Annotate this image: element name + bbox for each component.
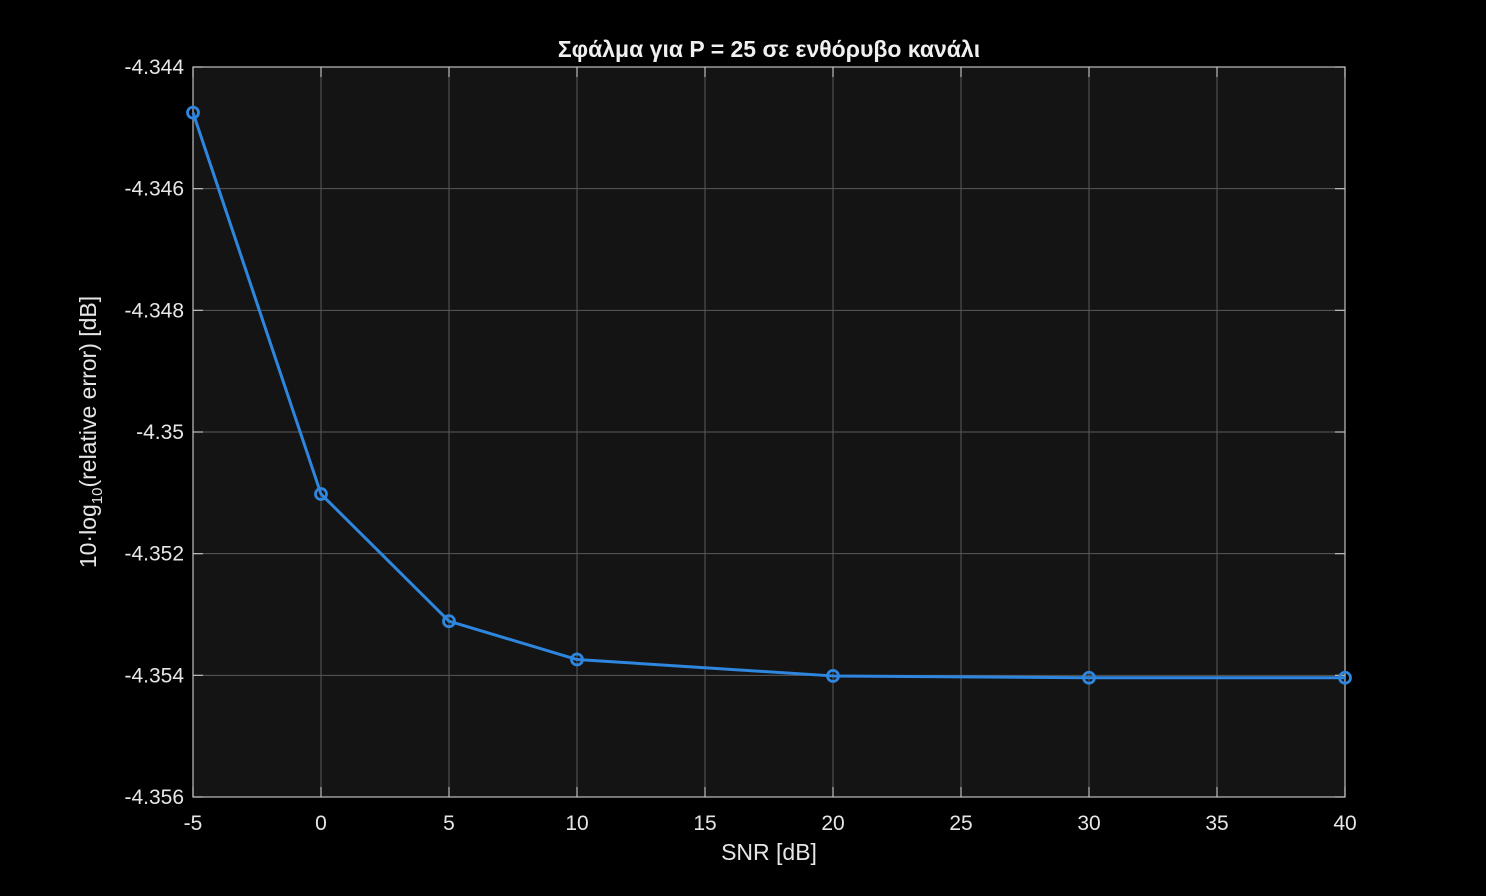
x-axis-label: SNR [dB] bbox=[721, 839, 817, 865]
y-axis-label-prefix: 10·log bbox=[75, 504, 101, 568]
x-tick-label: 5 bbox=[443, 812, 455, 835]
y-tick-label: -4.356 bbox=[124, 786, 184, 809]
y-tick-label: -4.348 bbox=[124, 299, 184, 322]
data-point bbox=[1338, 670, 1352, 685]
x-tick-label: 35 bbox=[1205, 812, 1228, 835]
data-point bbox=[570, 652, 584, 667]
data-point bbox=[1082, 670, 1096, 685]
series-layer bbox=[186, 105, 1352, 685]
y-tick-label: -4.35 bbox=[136, 421, 184, 444]
x-tick-label: -5 bbox=[184, 812, 203, 835]
data-point bbox=[186, 105, 200, 120]
x-tick-label: 0 bbox=[315, 812, 327, 835]
y-tick-labels: -4.344 -4.346 -4.348 -4.35 -4.352 -4.354 -4.35… bbox=[124, 56, 184, 809]
x-tick-labels: -5 0 5 10 15 20 25 30 35 40 bbox=[184, 812, 1357, 835]
data-point bbox=[442, 614, 456, 629]
y-axis-label-suffix: (relative error) [dB] bbox=[75, 296, 101, 488]
x-tick-label: 30 bbox=[1077, 812, 1100, 835]
x-tick-label: 10 bbox=[565, 812, 588, 835]
y-tick-label: -4.344 bbox=[124, 56, 184, 79]
data-point bbox=[314, 487, 328, 501]
y-tick-label: -4.346 bbox=[124, 178, 184, 201]
chart-title: Σφάλμα για P = 25 σε ενθόρυβο κανάλι bbox=[558, 36, 980, 62]
data-point bbox=[826, 669, 840, 683]
x-tick-label: 25 bbox=[949, 812, 972, 835]
series-line bbox=[191, 112, 1345, 680]
y-axis-label-subscript: 10 bbox=[89, 488, 106, 505]
axis-ticks bbox=[192, 66, 1346, 798]
x-tick-label: 40 bbox=[1333, 812, 1356, 835]
y-axis-label: 10·log10(relative error) [dB] bbox=[75, 296, 106, 568]
y-tick-label: -4.352 bbox=[124, 543, 184, 566]
x-tick-label: 20 bbox=[821, 812, 844, 835]
x-tick-label: 15 bbox=[693, 812, 716, 835]
y-tick-label: -4.354 bbox=[124, 664, 184, 687]
